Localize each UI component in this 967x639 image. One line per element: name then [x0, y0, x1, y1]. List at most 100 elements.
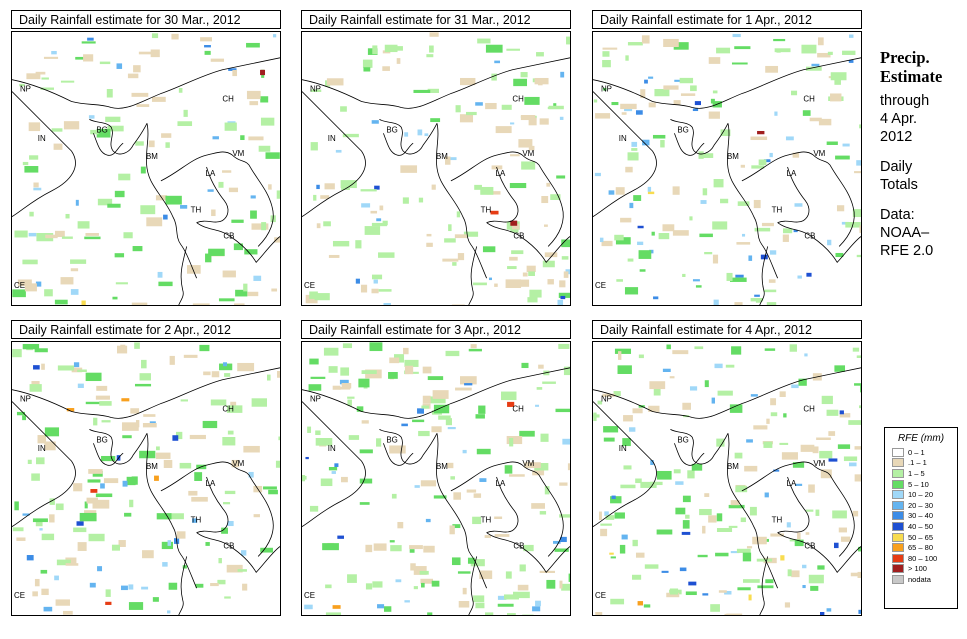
country-border: [12, 367, 280, 419]
rainfall-patch: [843, 456, 858, 462]
rainfall-patch: [203, 371, 211, 376]
legend-swatch: [892, 458, 904, 468]
rainfall-patch: [593, 414, 600, 418]
rainfall-patch: [316, 223, 321, 229]
rainfall-patch: [276, 190, 280, 199]
rainfall-patch: [536, 52, 544, 57]
legend-item: > 100: [885, 564, 957, 575]
rainfall-patch: [86, 497, 98, 504]
rainfall-patch: [688, 581, 697, 586]
rainfall-patch: [503, 594, 519, 600]
rainfall-patch: [827, 239, 832, 246]
rainfall-patch: [324, 183, 335, 190]
rainfall-patch: [14, 501, 19, 511]
rainfall-patch: [340, 367, 350, 376]
rainfall-patch: [756, 558, 773, 562]
rainfall-patch: [341, 476, 348, 483]
country-label: CH: [222, 405, 234, 414]
rainfall-patch: [433, 495, 447, 499]
rainfall-patch: [87, 479, 101, 483]
rainfall-patch: [828, 458, 838, 462]
rainfall-patch: [445, 418, 452, 426]
rainfall-patch: [708, 57, 721, 64]
rainfall-patch: [35, 518, 43, 527]
rainfall-patch: [156, 513, 172, 520]
rainfall-patch: [192, 518, 198, 523]
rainfall-patch: [858, 546, 861, 552]
rainfall-patch: [29, 155, 39, 160]
rainfall-patch: [532, 470, 545, 476]
country-label: NP: [20, 85, 31, 94]
rainfall-patch: [275, 460, 280, 468]
rainfall-patch: [647, 186, 652, 192]
rainfall-patch: [653, 388, 661, 396]
rainfall-patch: [811, 63, 820, 67]
rainfall-patch: [85, 401, 101, 405]
rainfall-patch: [29, 211, 34, 217]
rainfall-patch: [505, 571, 512, 579]
rainfall-patch: [12, 527, 24, 532]
caption-heading-2: Estimate: [880, 67, 943, 86]
country-border: [593, 57, 861, 109]
rainfall-patch: [716, 528, 733, 533]
rainfall-patch: [594, 172, 601, 177]
rainfall-patch: [647, 191, 655, 195]
rainfall-patch: [266, 374, 271, 381]
rainfall-patch: [666, 592, 680, 598]
rainfall-patch: [28, 232, 37, 237]
rainfall-patch: [834, 77, 841, 85]
rainfall-patch: [22, 344, 40, 350]
rainfall-patch: [603, 426, 619, 433]
rainfall-patch: [561, 256, 569, 260]
country-label: BG: [677, 435, 688, 444]
rainfall-patch: [105, 589, 111, 597]
rainfall-patch: [390, 545, 402, 552]
legend-item: 40 – 50: [885, 521, 957, 532]
rainfall-patch: [342, 343, 353, 349]
country-label: BG: [677, 125, 688, 134]
rainfall-patch: [208, 248, 225, 256]
rainfall-patch: [848, 420, 861, 425]
legend-label: 1 – 5: [908, 468, 925, 478]
legend-item: 0 – 1: [885, 447, 957, 458]
rainfall-patch: [88, 469, 103, 474]
rainfall-patch: [305, 294, 318, 304]
rainfall-patch: [202, 420, 218, 429]
map-panel-1-apr: Daily Rainfall estimate for 1 Apr., 2012…: [592, 10, 862, 306]
map-panel-31-mar: Daily Rainfall estimate for 31 Mar., 201…: [301, 10, 571, 306]
rainfall-patch: [223, 362, 227, 367]
rainfall-patch: [413, 89, 431, 93]
rainfall-patch: [758, 159, 767, 166]
rainfall-patch: [806, 272, 812, 277]
rainfall-patch: [561, 239, 570, 248]
rainfall-patch: [56, 559, 71, 566]
rainfall-patch: [105, 116, 121, 123]
country-label: BG: [386, 125, 397, 134]
rainfall-patch: [782, 234, 789, 242]
rainfall-patch: [697, 554, 708, 558]
rainfall-patch: [616, 279, 623, 282]
rainfall-patch: [310, 142, 318, 151]
rainfall-patch: [412, 419, 425, 423]
rainfall-patch: [410, 563, 416, 571]
rainfall-patch: [99, 61, 111, 65]
country-border: [196, 476, 229, 533]
rainfall-patch: [620, 103, 637, 110]
rainfall-patch: [524, 96, 540, 105]
caption-data: Data:: [880, 207, 915, 223]
rainfall-patch: [627, 152, 639, 161]
rainfall-patch: [836, 205, 845, 212]
rainfall-patch: [631, 148, 638, 151]
rainfall-patch: [791, 384, 799, 389]
rainfall-patch: [562, 438, 570, 445]
rainfall-patch: [609, 552, 614, 555]
rainfall-patch: [309, 505, 319, 512]
country-border: [777, 532, 861, 573]
rainfall-patch: [85, 233, 99, 236]
rainfall-patch: [26, 73, 41, 80]
rainfall-patch: [819, 450, 833, 459]
rainfall-patch: [718, 590, 727, 593]
rainfall-patch: [859, 225, 861, 233]
rainfall-patch: [243, 445, 260, 453]
rainfall-patch: [320, 195, 330, 199]
